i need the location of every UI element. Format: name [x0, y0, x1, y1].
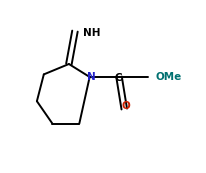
Text: N: N [87, 72, 96, 82]
Text: O: O [121, 101, 130, 111]
Text: C: C [114, 73, 122, 83]
Text: OMe: OMe [155, 72, 181, 82]
Text: NH: NH [83, 28, 100, 38]
